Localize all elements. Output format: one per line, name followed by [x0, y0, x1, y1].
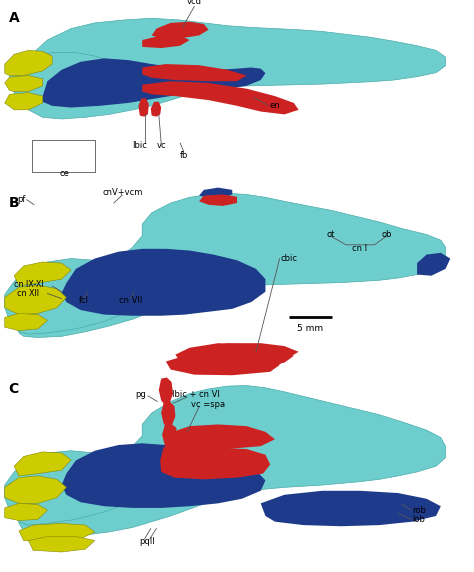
Polygon shape	[5, 451, 142, 525]
Text: B: B	[9, 196, 19, 209]
Polygon shape	[9, 53, 128, 102]
Text: ot: ot	[327, 230, 335, 239]
Polygon shape	[142, 35, 190, 48]
Polygon shape	[166, 355, 280, 375]
Text: ob: ob	[381, 230, 392, 239]
Text: fb: fb	[180, 150, 188, 160]
Polygon shape	[5, 76, 43, 92]
Polygon shape	[142, 81, 299, 114]
Polygon shape	[138, 98, 149, 117]
Polygon shape	[160, 446, 270, 479]
Polygon shape	[417, 253, 450, 276]
Polygon shape	[19, 386, 446, 537]
Text: ce: ce	[59, 169, 69, 178]
Polygon shape	[19, 523, 95, 542]
Text: cn I: cn I	[352, 244, 367, 253]
Text: cnV+vcm: cnV+vcm	[102, 188, 143, 197]
Polygon shape	[152, 22, 209, 38]
Polygon shape	[159, 378, 173, 405]
Text: A: A	[9, 11, 19, 25]
Polygon shape	[185, 353, 284, 371]
Polygon shape	[142, 64, 246, 81]
Polygon shape	[162, 423, 177, 451]
Polygon shape	[19, 193, 446, 337]
Text: vcd: vcd	[187, 0, 202, 6]
Text: pqII: pqII	[139, 537, 155, 546]
Polygon shape	[14, 452, 71, 476]
Text: pf: pf	[17, 195, 26, 204]
Text: Ibic + cn VI: Ibic + cn VI	[172, 390, 220, 399]
Text: 5 mm: 5 mm	[297, 324, 324, 333]
Polygon shape	[190, 343, 299, 363]
Polygon shape	[5, 476, 66, 503]
Polygon shape	[5, 50, 52, 76]
Text: cbic: cbic	[281, 254, 298, 263]
Polygon shape	[168, 424, 275, 449]
Polygon shape	[199, 188, 232, 198]
Text: Ibic: Ibic	[132, 141, 147, 150]
Text: en: en	[269, 101, 280, 110]
Text: cn IX-XI: cn IX-XI	[14, 280, 44, 289]
Text: rob: rob	[412, 506, 426, 515]
Text: cn XII: cn XII	[17, 289, 38, 298]
Text: pg: pg	[135, 390, 146, 399]
Text: vc =spa: vc =spa	[191, 400, 226, 409]
Polygon shape	[19, 18, 446, 119]
Text: fcl: fcl	[78, 296, 89, 305]
Text: vc: vc	[156, 141, 166, 150]
Polygon shape	[161, 402, 175, 428]
Polygon shape	[5, 259, 142, 334]
Polygon shape	[5, 503, 47, 521]
Text: lob: lob	[412, 515, 425, 524]
Polygon shape	[175, 343, 294, 366]
Text: cn VII: cn VII	[119, 296, 143, 305]
Polygon shape	[43, 58, 265, 108]
Text: C: C	[9, 382, 19, 396]
Polygon shape	[199, 194, 237, 206]
Polygon shape	[62, 249, 265, 316]
Polygon shape	[261, 491, 441, 526]
Polygon shape	[62, 443, 265, 508]
Polygon shape	[5, 285, 66, 315]
Polygon shape	[28, 537, 95, 552]
Polygon shape	[14, 262, 71, 286]
Polygon shape	[5, 93, 43, 110]
Polygon shape	[151, 102, 161, 117]
Polygon shape	[5, 313, 47, 331]
